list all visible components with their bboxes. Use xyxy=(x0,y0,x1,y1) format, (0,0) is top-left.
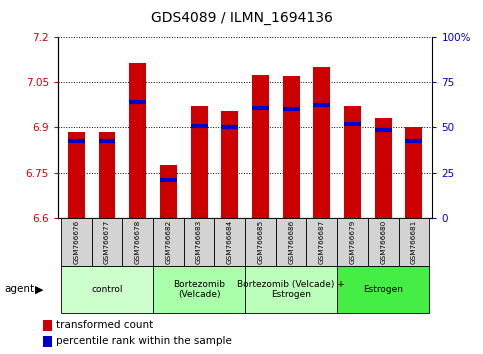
Text: GSM766684: GSM766684 xyxy=(227,219,233,264)
Bar xyxy=(92,218,122,266)
Bar xyxy=(252,75,269,218)
Bar xyxy=(368,218,398,266)
Bar xyxy=(61,266,153,313)
Bar xyxy=(191,107,208,218)
Text: GSM766678: GSM766678 xyxy=(135,219,141,264)
Bar xyxy=(129,63,146,218)
Text: Estrogen: Estrogen xyxy=(363,285,403,294)
Bar xyxy=(99,132,115,218)
Text: GSM766685: GSM766685 xyxy=(257,219,263,264)
Text: control: control xyxy=(91,285,123,294)
Text: GSM766682: GSM766682 xyxy=(165,219,171,264)
Text: Bortezomib
(Velcade): Bortezomib (Velcade) xyxy=(173,280,225,299)
Text: GSM766679: GSM766679 xyxy=(350,219,355,264)
Bar xyxy=(221,111,238,218)
Bar xyxy=(245,266,337,313)
Text: GSM766683: GSM766683 xyxy=(196,219,202,264)
Text: GSM766687: GSM766687 xyxy=(319,219,325,264)
Bar xyxy=(307,218,337,266)
Bar xyxy=(61,218,92,266)
Bar xyxy=(245,218,276,266)
Bar xyxy=(160,165,177,218)
Bar xyxy=(313,67,330,218)
Text: GSM766677: GSM766677 xyxy=(104,219,110,264)
Text: GDS4089 / ILMN_1694136: GDS4089 / ILMN_1694136 xyxy=(151,11,332,25)
Text: GSM766686: GSM766686 xyxy=(288,219,294,264)
Bar xyxy=(184,218,214,266)
Bar xyxy=(122,218,153,266)
Bar xyxy=(405,127,422,218)
Text: transformed count: transformed count xyxy=(56,320,153,330)
Bar xyxy=(153,266,245,313)
Bar xyxy=(337,218,368,266)
Bar xyxy=(283,76,299,218)
Text: percentile rank within the sample: percentile rank within the sample xyxy=(56,336,231,346)
Bar xyxy=(276,218,307,266)
Bar xyxy=(337,266,429,313)
Text: agent: agent xyxy=(5,284,35,295)
Bar xyxy=(68,132,85,218)
Bar xyxy=(398,218,429,266)
Bar xyxy=(214,218,245,266)
Text: GSM766676: GSM766676 xyxy=(73,219,79,264)
Text: GSM766680: GSM766680 xyxy=(380,219,386,264)
Bar xyxy=(153,218,184,266)
Text: GSM766681: GSM766681 xyxy=(411,219,417,264)
Bar xyxy=(375,119,392,218)
Text: ▶: ▶ xyxy=(35,284,44,295)
Text: Bortezomib (Velcade) +
Estrogen: Bortezomib (Velcade) + Estrogen xyxy=(237,280,345,299)
Bar xyxy=(344,107,361,218)
